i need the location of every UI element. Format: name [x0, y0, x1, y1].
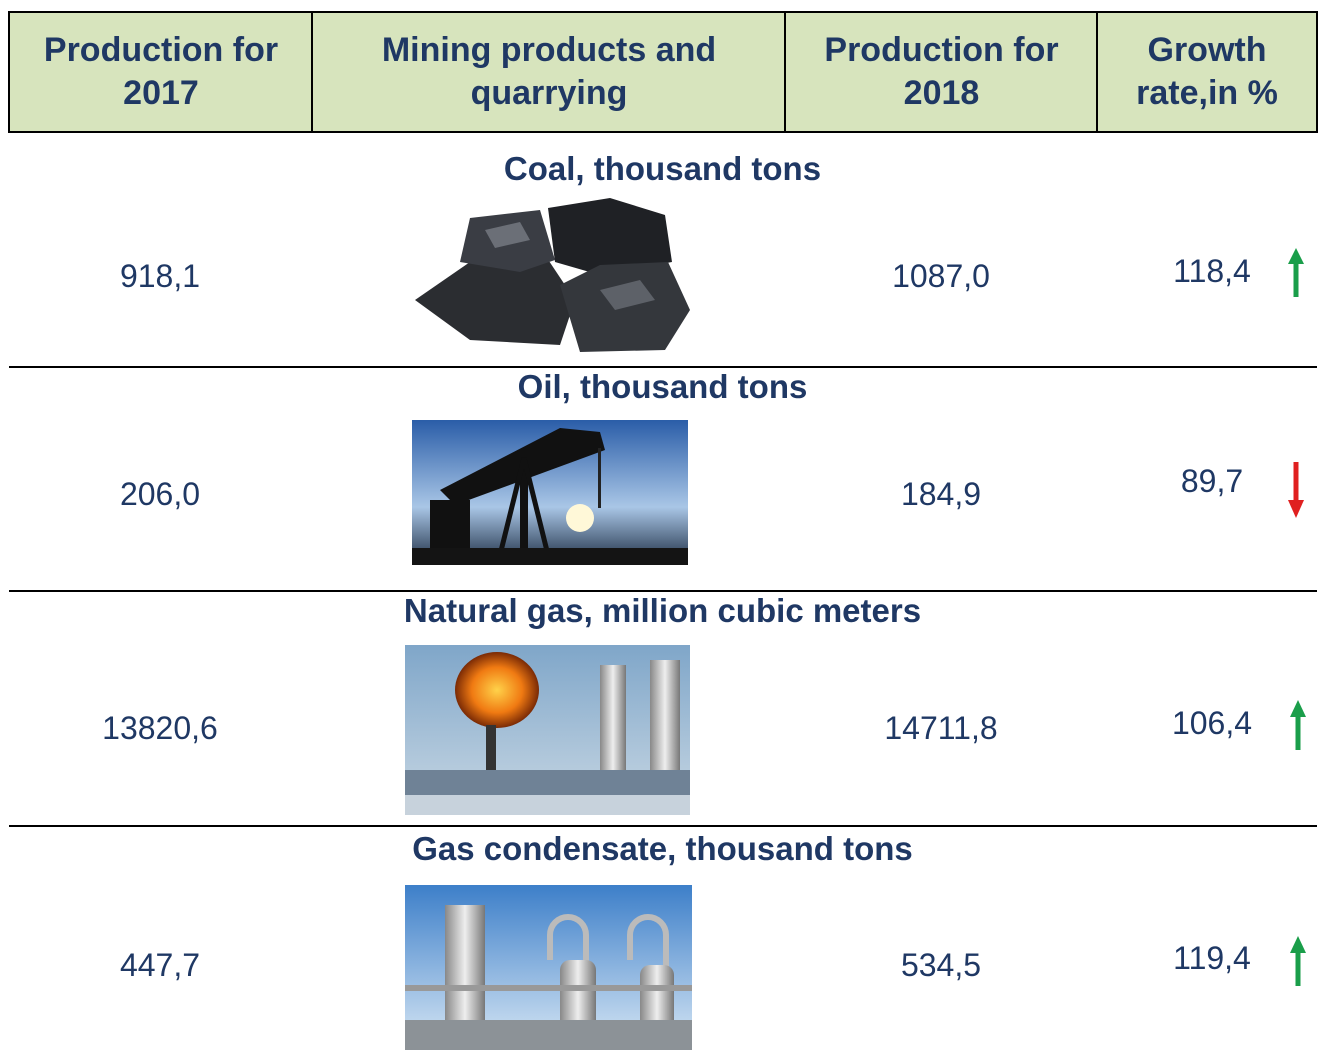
arrow-up: [1288, 248, 1304, 297]
production-2017: 206,0: [119, 476, 201, 512]
production-2017: 918,1: [119, 258, 201, 294]
arrow-up: [1290, 700, 1306, 750]
oil-image: [412, 420, 688, 565]
arrow-up: [1290, 936, 1306, 986]
section-title: Coal, thousand tons: [503, 150, 822, 187]
production-2018: 534,5: [900, 947, 982, 983]
header-cell: Mining products and quarrying: [381, 31, 717, 112]
growth-rate: 106,4: [1171, 705, 1253, 741]
section-title: Natural gas, million cubic meters: [403, 592, 922, 629]
growth-rate: 118,4: [1173, 253, 1251, 289]
arrow-down: [1288, 462, 1304, 518]
production-2017: 13820,6: [102, 710, 218, 746]
condensate-image: [405, 885, 692, 1050]
header-bg: [8, 11, 1318, 133]
coal-image: [415, 198, 690, 352]
header-cell: Production for 2017: [43, 31, 279, 112]
section-title: Gas condensate, thousand tons: [412, 830, 913, 867]
growth-rate: 119,4: [1173, 940, 1251, 976]
production-2018: 14711,8: [884, 710, 998, 746]
growth-rate: 89,7: [1180, 463, 1244, 499]
header-cell: Growth rate,in %: [1136, 31, 1278, 112]
production-2017: 447,7: [119, 947, 201, 983]
gas-image: [405, 645, 690, 815]
production-2018: 1087,0: [892, 258, 990, 294]
section-title: Oil, thousand tons: [517, 368, 808, 405]
header-cell: Production for 2018: [824, 31, 1059, 112]
production-2018: 184,9: [900, 476, 982, 512]
